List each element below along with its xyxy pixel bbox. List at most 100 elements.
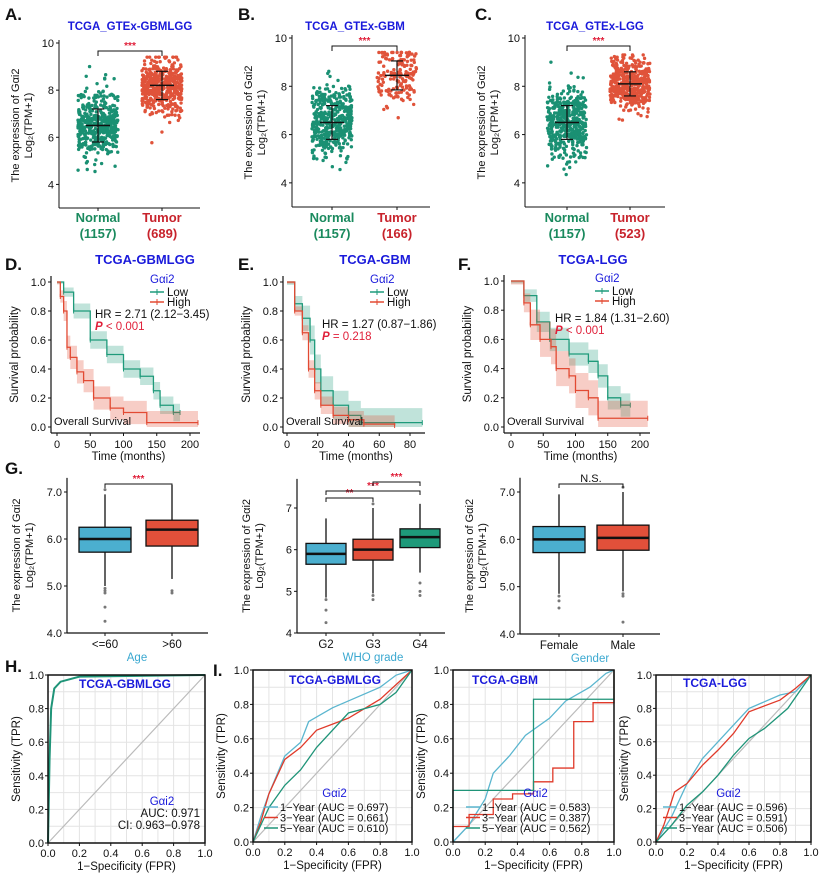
data-point <box>569 71 573 75</box>
x-tick-label: 0.8 <box>574 847 589 859</box>
group-label: Tumor <box>142 210 181 225</box>
outlier-point <box>418 581 422 585</box>
group-label: Normal <box>76 210 121 225</box>
data-point <box>646 62 650 66</box>
data-point <box>614 61 619 66</box>
data-point <box>87 145 91 149</box>
data-point <box>391 50 395 55</box>
y-tick-label: 10 <box>508 33 520 45</box>
data-point <box>338 167 342 172</box>
y-tick-label: 7.0 <box>47 487 62 499</box>
data-point <box>619 99 623 103</box>
data-point <box>645 114 649 119</box>
data-point <box>99 117 103 122</box>
data-point <box>577 155 581 160</box>
x-tick-label: 0.2 <box>277 847 292 859</box>
data-point <box>350 118 354 123</box>
data-point <box>152 104 156 108</box>
outlier-point <box>371 502 375 506</box>
data-point <box>93 116 97 120</box>
data-point <box>625 85 629 89</box>
data-point <box>312 85 316 90</box>
data-point <box>616 72 620 76</box>
data-point <box>635 91 640 95</box>
data-point <box>405 59 410 64</box>
data-point <box>322 136 326 140</box>
x-tick-label: 80 <box>404 439 416 451</box>
chart-title: TCGA-GBMLGG <box>95 252 195 267</box>
legend-entry: 5−Year (AUC = 0.610) <box>280 823 388 835</box>
data-point <box>339 149 343 153</box>
data-point <box>154 55 158 59</box>
data-point <box>348 122 353 126</box>
x-tick-label: 0 <box>54 439 60 451</box>
boxplot-panel-age: 4.0 5.0 6.0 7.0 The expression of Gαi2 Log₂(T… <box>11 474 208 664</box>
data-point <box>99 127 104 132</box>
data-point <box>547 81 552 85</box>
data-point <box>179 78 183 83</box>
data-point <box>82 94 86 99</box>
data-point <box>338 131 342 136</box>
data-point <box>142 62 147 67</box>
significance-bracket <box>372 481 421 486</box>
data-point <box>115 113 119 118</box>
data-point <box>411 102 416 107</box>
data-point <box>341 117 345 121</box>
y-tick-label: 0.6 <box>31 335 46 347</box>
y-tick-label: 0.6 <box>234 734 249 746</box>
data-point <box>636 73 640 78</box>
data-point <box>376 71 381 75</box>
x-tick-label: 1.0 <box>404 847 419 859</box>
data-point <box>104 140 109 144</box>
data-point <box>551 120 555 124</box>
data-point <box>84 151 89 155</box>
data-point <box>621 88 625 92</box>
data-point <box>328 74 332 79</box>
y-tick-label: 0.4 <box>434 768 449 780</box>
data-point <box>149 61 153 66</box>
data-point <box>315 89 320 94</box>
data-point <box>580 90 585 94</box>
data-point <box>108 129 112 134</box>
y-tick-label: 1.0 <box>234 665 249 677</box>
roc-curve <box>655 674 812 843</box>
y-axis-label: Sensitivity (TPR) <box>11 716 23 802</box>
y-tick-label: 0.4 <box>234 768 249 780</box>
y-tick-label: 6 <box>281 130 287 142</box>
y-tick-label: 7 <box>286 503 292 515</box>
data-point <box>76 98 80 103</box>
roc-panel-TCGA-GBMLGG: TCGA-GBMLGG 0.00.0 0.2 0.2 0.4 0.4 0.6 0.6 0.8 0.… <box>11 670 213 873</box>
data-point <box>163 115 167 119</box>
data-point <box>82 132 86 136</box>
data-point <box>379 93 383 97</box>
data-point <box>333 141 337 145</box>
data-point <box>310 124 315 128</box>
y-tick-label: 0.4 <box>263 364 278 376</box>
data-point <box>570 140 575 145</box>
data-point <box>572 84 576 89</box>
data-point <box>157 109 161 113</box>
data-point <box>158 60 162 64</box>
boxplot-panel-gender: 4.0 5.0 6.0 7.0 The expression of Gαi2 Log₂(T… <box>464 473 660 665</box>
plot-frame <box>655 674 812 843</box>
data-point <box>560 118 564 123</box>
data-point <box>574 110 578 114</box>
data-point <box>624 105 628 109</box>
data-point <box>562 150 567 155</box>
data-point <box>317 143 322 148</box>
data-point <box>549 136 553 140</box>
data-point <box>327 110 331 114</box>
y-tick-label: 0.8 <box>29 704 44 716</box>
data-point <box>399 90 404 94</box>
y-tick-label: 7.0 <box>500 487 515 499</box>
x-axis-label: Gender <box>571 653 610 665</box>
box->60 <box>145 519 199 547</box>
data-point <box>574 131 578 136</box>
data-point <box>547 106 551 110</box>
data-point <box>157 55 161 59</box>
data-point <box>577 113 581 117</box>
data-point <box>570 127 575 132</box>
data-point <box>639 64 643 68</box>
data-point <box>547 95 551 100</box>
